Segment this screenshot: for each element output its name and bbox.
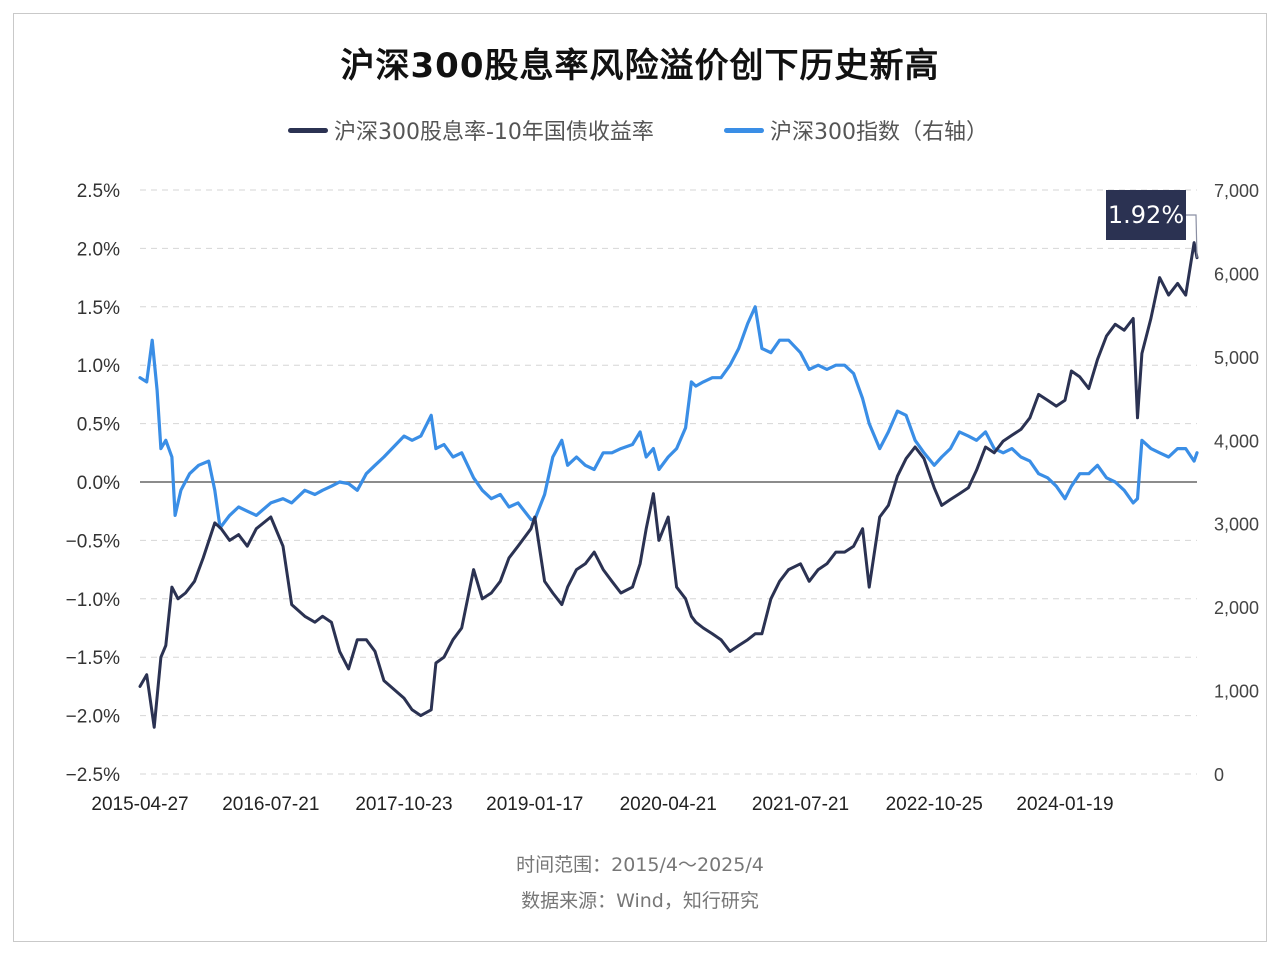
chart-frame	[13, 13, 1267, 942]
y-left-tick-label: 1.5%	[77, 298, 120, 319]
y-left-tick-label: 2.0%	[77, 239, 120, 260]
y-left-tick-label: 2.5%	[77, 181, 120, 202]
x-tick-label: 2015-04-27	[91, 794, 188, 815]
x-tick-label: 2019-01-17	[486, 794, 583, 815]
y-left-tick-label: 0.0%	[77, 473, 120, 494]
y-right-tick-label: 4,000	[1214, 431, 1259, 451]
legend-swatch-spread	[288, 127, 328, 133]
y-left-tick-label: −0.5%	[66, 531, 121, 552]
legend-label-spread: 沪深300股息率-10年国债收益率	[334, 120, 654, 145]
y-left-tick-label: 1.0%	[77, 356, 120, 377]
legend: 沪深300股息率-10年国债收益率 沪深300指数（右轴）	[0, 114, 1280, 146]
legend-label-index: 沪深300指数（右轴）	[770, 120, 988, 145]
y-right-tick-label: 6,000	[1214, 264, 1259, 284]
x-tick-label: 2022-10-25	[886, 794, 983, 815]
y-left-tick-label: −2.5%	[66, 765, 121, 786]
y-right-tick-label: 7,000	[1214, 181, 1259, 201]
chart-title: 沪深300股息率风险溢价创下历史新高	[340, 46, 940, 86]
y-left-tick-label: −1.5%	[66, 648, 121, 669]
latest-value-callout: 1.92%	[1106, 190, 1186, 240]
series-line-index	[138, 305, 1199, 530]
footer-source: 数据来源：Wind，知行研究	[521, 890, 759, 912]
y-left-tick-label: 0.5%	[77, 415, 120, 436]
y-left-tick-label: −1.0%	[66, 590, 121, 611]
x-tick-label: 2024-01-19	[1016, 794, 1113, 815]
y-right-tick-label: 1,000	[1214, 682, 1259, 702]
callout-leader	[1186, 214, 1198, 258]
x-tick-label: 2020-04-21	[620, 794, 717, 815]
legend-item-index[interactable]: 沪深300指数（右轴）	[724, 114, 988, 146]
x-tick-label: 2021-07-21	[752, 794, 849, 815]
series-line-spread	[138, 241, 1199, 729]
legend-item-spread[interactable]: 沪深300股息率-10年国债收益率	[288, 114, 654, 146]
footer-range: 时间范围：2015/4～2025/4	[516, 854, 764, 876]
y-right-tick-label: 0	[1214, 765, 1224, 785]
x-tick-label: 2016-07-21	[222, 794, 319, 815]
legend-swatch-index	[724, 127, 764, 133]
x-tick-label: 2017-10-23	[355, 794, 452, 815]
y-right-tick-label: 3,000	[1214, 515, 1259, 535]
y-right-tick-label: 2,000	[1214, 598, 1259, 618]
y-right-tick-label: 5,000	[1214, 348, 1259, 368]
y-left-tick-label: −2.0%	[66, 707, 121, 728]
